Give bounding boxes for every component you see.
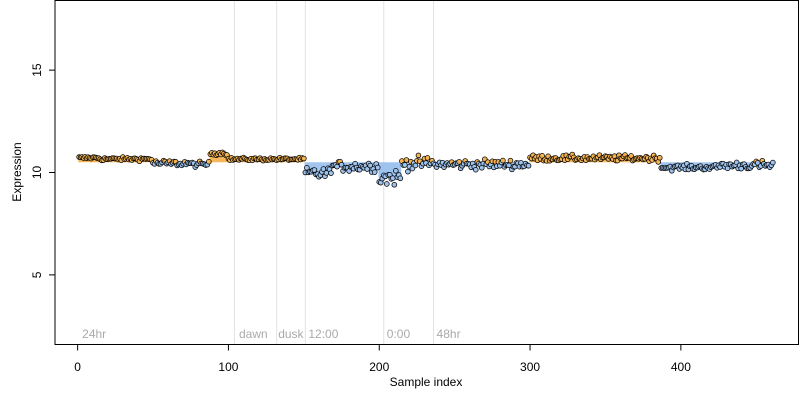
- data-point: [525, 162, 532, 169]
- time-annotations: 24hr dawn dusk 12:00 0:00 48hr: [82, 327, 460, 341]
- y-axis: 5 10 15: [30, 63, 56, 278]
- data-point: [384, 181, 390, 187]
- data-point: [500, 157, 506, 164]
- data-point: [328, 170, 334, 176]
- y-tick-label: 5: [30, 271, 44, 278]
- data-point: [424, 155, 431, 161]
- plot-frame: [54, 0, 799, 345]
- x-axis: 0 100 200 300 400: [74, 344, 691, 374]
- time-annotation: dusk: [278, 327, 304, 341]
- data-point: [456, 159, 462, 165]
- data-point: [770, 159, 776, 166]
- x-tick-label: 200: [369, 360, 389, 374]
- x-axis-label: Sample index: [390, 375, 463, 389]
- y-tick-label: 10: [30, 166, 44, 180]
- data-point: [539, 153, 545, 159]
- data-point: [415, 152, 422, 159]
- data-point: [405, 168, 411, 175]
- y-tick-label: 15: [30, 63, 44, 77]
- data-point: [393, 168, 399, 174]
- data-point: [391, 181, 398, 188]
- data-points: [76, 149, 776, 188]
- data-point: [412, 162, 419, 169]
- x-tick-label: 0: [74, 360, 81, 374]
- x-tick-label: 300: [520, 360, 540, 374]
- data-point: [397, 175, 404, 182]
- data-point: [507, 157, 514, 164]
- data-point: [402, 162, 408, 168]
- time-annotation: 48hr: [437, 327, 461, 341]
- time-annotation: 0:00: [387, 327, 411, 341]
- data-point: [364, 166, 370, 172]
- x-tick-label: 400: [671, 360, 691, 374]
- data-point: [371, 169, 378, 175]
- y-axis-label: Expression: [10, 142, 24, 201]
- data-point: [374, 164, 381, 171]
- x-tick-label: 100: [218, 360, 238, 374]
- time-annotation: 24hr: [82, 327, 106, 341]
- data-point: [403, 157, 410, 163]
- time-annotation: dawn: [239, 327, 268, 341]
- data-point: [390, 175, 396, 181]
- data-point: [206, 158, 212, 165]
- vertical-guide-lines: [233, 0, 435, 345]
- data-point: [367, 162, 373, 169]
- data-point: [301, 155, 307, 162]
- time-annotation: 12:00: [308, 327, 338, 341]
- data-point: [656, 155, 663, 161]
- data-point: [472, 166, 479, 173]
- data-point: [334, 163, 340, 170]
